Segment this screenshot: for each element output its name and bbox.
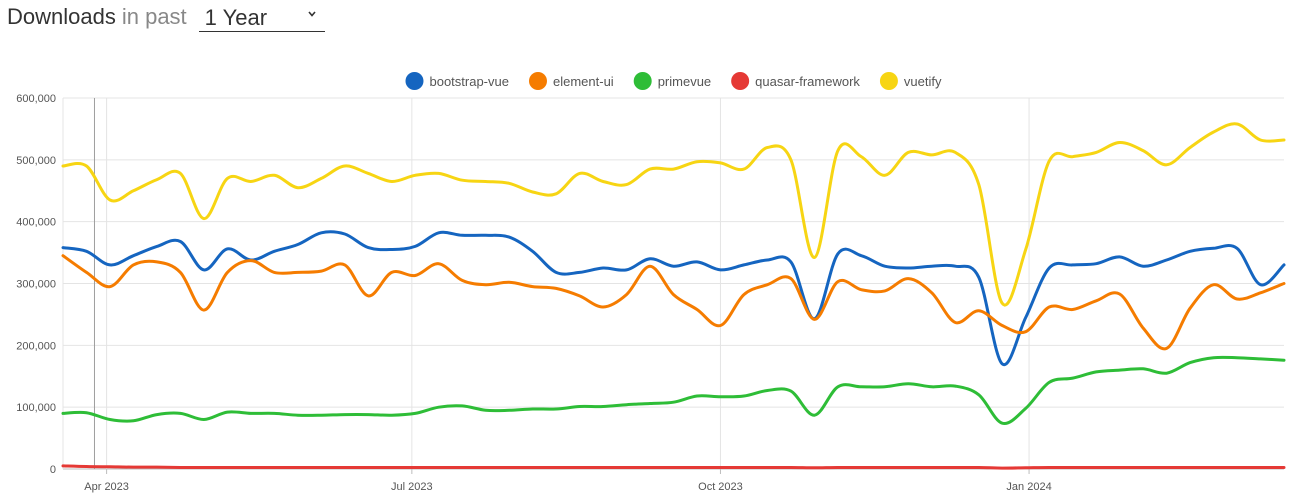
legend: bootstrap-vue element-ui primevue quasar-fr… <box>405 72 942 90</box>
x-tick-label: Apr 2023 <box>84 481 129 493</box>
series-line-quasar-framework <box>61 464 1286 470</box>
y-tick-label: 100,000 <box>16 402 56 414</box>
x-tick-label: Jan 2024 <box>1006 481 1051 493</box>
legend-marker-vuetify <box>879 72 898 90</box>
legend-label-primevue: primevue <box>658 74 711 89</box>
series-lines <box>61 122 1286 470</box>
legend-marker-element-ui <box>528 72 547 90</box>
period-select-value: 1 Year <box>204 4 268 30</box>
legend-label-vuetify: vuetify <box>904 74 942 89</box>
y-tick-label: 0 <box>50 464 56 476</box>
legend-label-quasar-framework: quasar-framework <box>755 74 860 89</box>
header: Downloads in past 1 Year <box>7 0 325 34</box>
legend-marker-primevue <box>633 72 652 90</box>
page-subtitle: in past <box>121 4 187 29</box>
y-tick-label: 300,000 <box>16 279 56 291</box>
legend-label-element-ui: element-ui <box>553 74 614 89</box>
series-line-primevue <box>61 355 1286 425</box>
series-line-vuetify <box>61 122 1286 307</box>
y-tick-label: 600,000 <box>16 93 56 105</box>
period-select[interactable]: 1 Year <box>198 3 325 32</box>
legend-marker-quasar-framework <box>731 72 750 90</box>
y-axis: 0 100,000 200,000 300,000 400,000 500,000 600,… <box>16 93 56 476</box>
page-title: Downloads <box>7 4 116 29</box>
series-line-bootstrap-vue <box>61 230 1286 367</box>
y-tick-label: 200,000 <box>16 340 56 352</box>
y-tick-label: 400,000 <box>16 217 56 229</box>
x-axis: Apr 2023 Jul 2023 Oct 2023 Jan 2024 <box>84 469 1052 493</box>
y-tick-label: 500,000 <box>16 155 56 167</box>
legend-marker-bootstrap-vue <box>405 72 424 90</box>
x-tick-label: Jul 2023 <box>391 481 433 493</box>
x-tick-label: Oct 2023 <box>698 481 743 493</box>
chevron-down-icon <box>308 10 316 17</box>
legend-label-bootstrap-vue: bootstrap-vue <box>429 74 509 89</box>
series-line-element-ui <box>61 254 1286 351</box>
